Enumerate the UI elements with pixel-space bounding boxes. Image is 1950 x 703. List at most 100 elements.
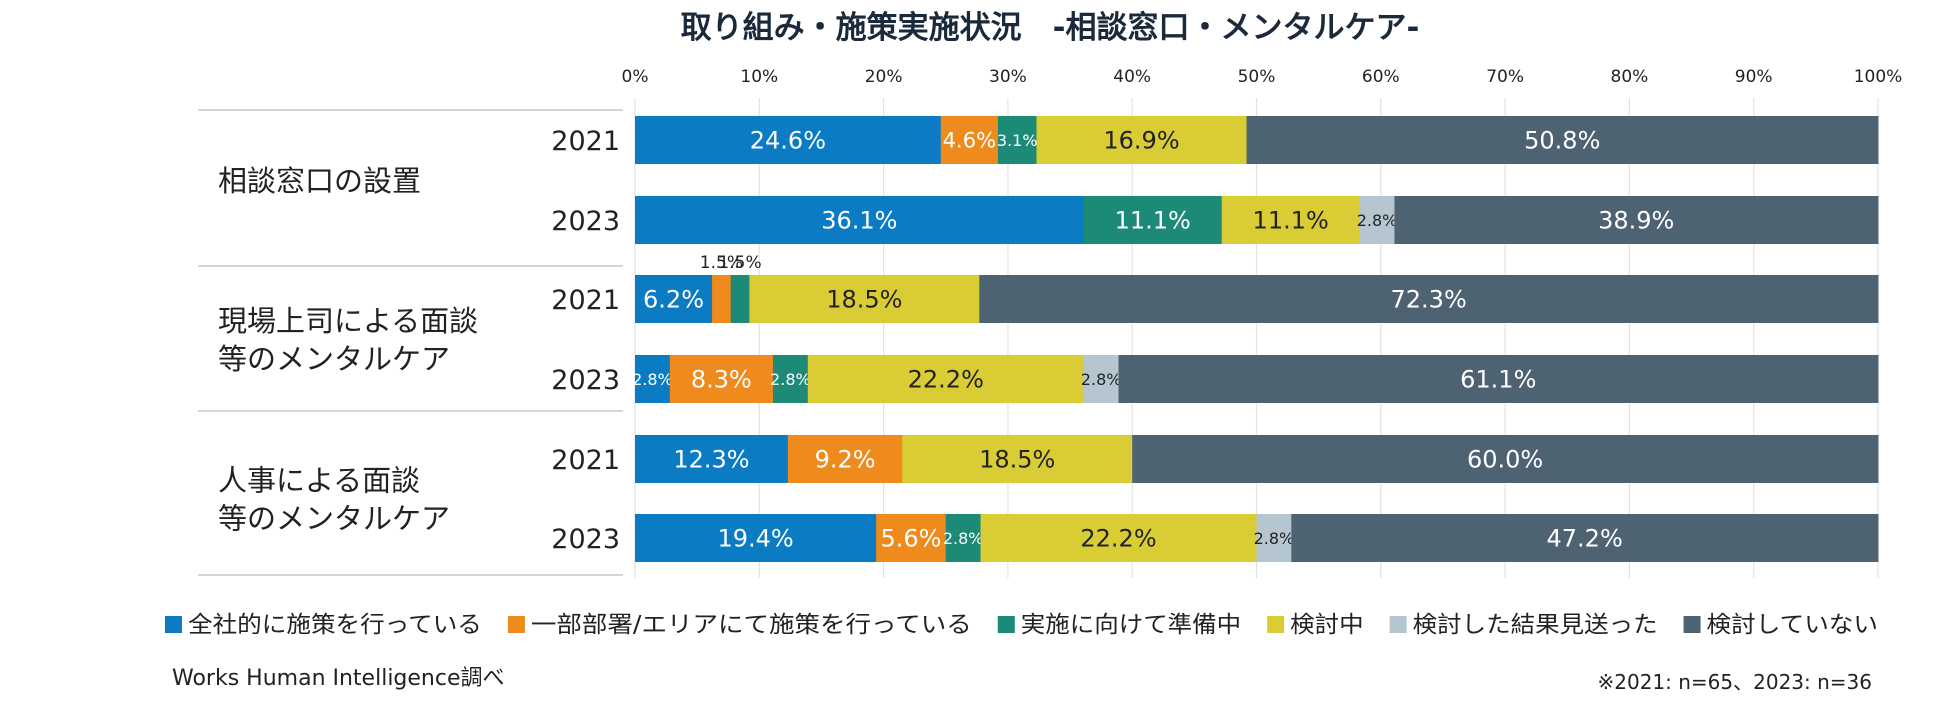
bar-value-label: 60.0% <box>1467 446 1543 474</box>
x-tick-label: 70% <box>1486 67 1524 87</box>
bar-value-label: 18.5% <box>826 286 902 314</box>
legend-swatch <box>997 616 1015 633</box>
legend-label: 検討していない <box>1707 612 1878 638</box>
bar-segment <box>787 435 903 483</box>
bar-segment <box>669 355 774 403</box>
bar-value-label: 9.2% <box>815 446 876 474</box>
bar-value-label: 24.6% <box>750 127 826 155</box>
bar-segment <box>1359 196 1395 244</box>
bar-value-label: 2.8% <box>770 370 811 389</box>
bar-segment <box>1036 116 1248 164</box>
bar-value-label: 2.8% <box>1254 529 1295 548</box>
x-tick-label: 50% <box>1238 67 1276 87</box>
group-separators <box>198 109 623 576</box>
year-label: 2023 <box>551 365 620 396</box>
legend-label: 全社的に施策を行っている <box>188 612 482 638</box>
bar-segment <box>876 514 947 562</box>
bar-segment <box>1118 355 1879 403</box>
bar-value-label: 16.9% <box>1103 127 1179 155</box>
group-label: 等のメンタルケア <box>218 342 450 376</box>
bar-value-label: 36.1% <box>821 207 897 235</box>
legend-swatch <box>1683 616 1701 633</box>
x-tick-label: 40% <box>1113 67 1151 87</box>
bar-segment <box>635 514 877 562</box>
bar-value-label: 2.8% <box>1357 211 1398 230</box>
x-tick-label: 60% <box>1362 67 1400 87</box>
bar-value-label: 4.6% <box>943 129 996 153</box>
legend-label: 検討した結果見送った <box>1413 612 1658 638</box>
bar-value-label: 47.2% <box>1547 525 1623 553</box>
legend-label: 実施に向けて準備中 <box>1021 612 1241 638</box>
bar-segment <box>635 275 713 323</box>
bar-value-label: 6.2% <box>643 286 704 314</box>
bar-value-label: 50.8% <box>1524 127 1600 155</box>
bar-segment <box>1083 196 1223 244</box>
x-axis-ticks: 0% 10% 20% 30% 40% 50% 60% 70% 80% 90% 100% <box>622 67 1903 87</box>
chart-title: 取り組み・施策実施状況 -相談窓口・メンタルケア- <box>681 10 1420 46</box>
bar-value-label: 2.8% <box>943 529 984 548</box>
group-label: 相談窓口の設置 <box>218 164 421 198</box>
bar-value-label: 1.5% <box>700 253 743 273</box>
bar-value-label: 72.3% <box>1391 286 1467 314</box>
year-label: 2023 <box>551 524 620 555</box>
bar-segment <box>997 116 1037 164</box>
group-label: 等のメンタルケア <box>218 502 450 536</box>
legend-label: 検討中 <box>1290 612 1363 638</box>
bar-segment <box>902 435 1133 483</box>
bar-value-label: 8.3% <box>691 366 752 394</box>
bar-segment <box>1132 435 1879 483</box>
sample-size-note: ※2021: n=65、2023: n=36 <box>1597 670 1872 694</box>
bar-segment <box>1256 514 1292 562</box>
bar-segment <box>712 275 732 323</box>
legend-swatch <box>165 616 182 633</box>
x-tick-label: 100% <box>1854 67 1903 87</box>
bar-segment <box>979 275 1879 323</box>
legend: 全社的に施策を行っている 一部部署/エリアにて施策を行っている 実施に向けて準備中 検… <box>165 612 1878 638</box>
x-tick-label: 0% <box>622 67 649 87</box>
bar-segment <box>635 196 1085 244</box>
year-label: 2021 <box>551 445 620 476</box>
bar-value-label: 19.4% <box>717 525 793 553</box>
bar-value-label: 11.1% <box>1115 207 1191 235</box>
bar-segment <box>940 116 999 164</box>
legend-swatch <box>1267 616 1285 633</box>
legend-swatch <box>1389 616 1407 633</box>
bar-segment <box>772 355 809 403</box>
gridlines <box>634 98 1879 578</box>
bar-segment <box>945 514 982 562</box>
bar-value-label: 3.1% <box>997 131 1038 150</box>
bar-value-label: 5.6% <box>880 525 941 553</box>
bar-value-label: 2.8% <box>632 370 673 389</box>
x-tick-label: 20% <box>865 67 903 87</box>
bar-segment <box>980 514 1257 562</box>
group-label: 人事による面談 <box>218 464 420 498</box>
year-label: 2021 <box>551 126 620 157</box>
bar-segment <box>730 275 750 323</box>
bar-value-label: 22.2% <box>908 366 984 394</box>
year-label: 2021 <box>551 285 620 316</box>
bar-value-label: 12.3% <box>673 446 749 474</box>
bar-segment <box>635 116 942 164</box>
bar-value-label: 1.5% <box>718 253 761 273</box>
bars: 24.6% 4.6% 3.1% 16.9% 50.8% 36.1% 11.1% 11.1% 2.… <box>632 116 1879 562</box>
bar-value-label: 61.1% <box>1460 366 1536 394</box>
bar-segment <box>635 355 671 403</box>
bar-segment <box>749 275 980 323</box>
bar-value-label: 2.8% <box>1081 370 1122 389</box>
x-tick-label: 90% <box>1735 67 1773 87</box>
bar-value-label: 11.1% <box>1253 207 1329 235</box>
x-tick-label: 30% <box>989 67 1027 87</box>
bar-segment <box>807 355 1085 403</box>
bar-value-label: 22.2% <box>1080 525 1156 553</box>
year-labels: 2021 2023 2021 2023 2021 2023 <box>551 126 620 555</box>
bar-segment <box>1083 355 1120 403</box>
legend-swatch <box>507 616 525 633</box>
bar-segment <box>635 435 789 483</box>
legend-label: 一部部署/エリアにて施策を行っている <box>531 612 972 638</box>
bar-value-label: 18.5% <box>979 446 1055 474</box>
group-label: 現場上司による面談 <box>218 304 478 338</box>
source-note: Works Human Intelligence調べ <box>172 666 505 691</box>
x-tick-label: 80% <box>1611 67 1649 87</box>
